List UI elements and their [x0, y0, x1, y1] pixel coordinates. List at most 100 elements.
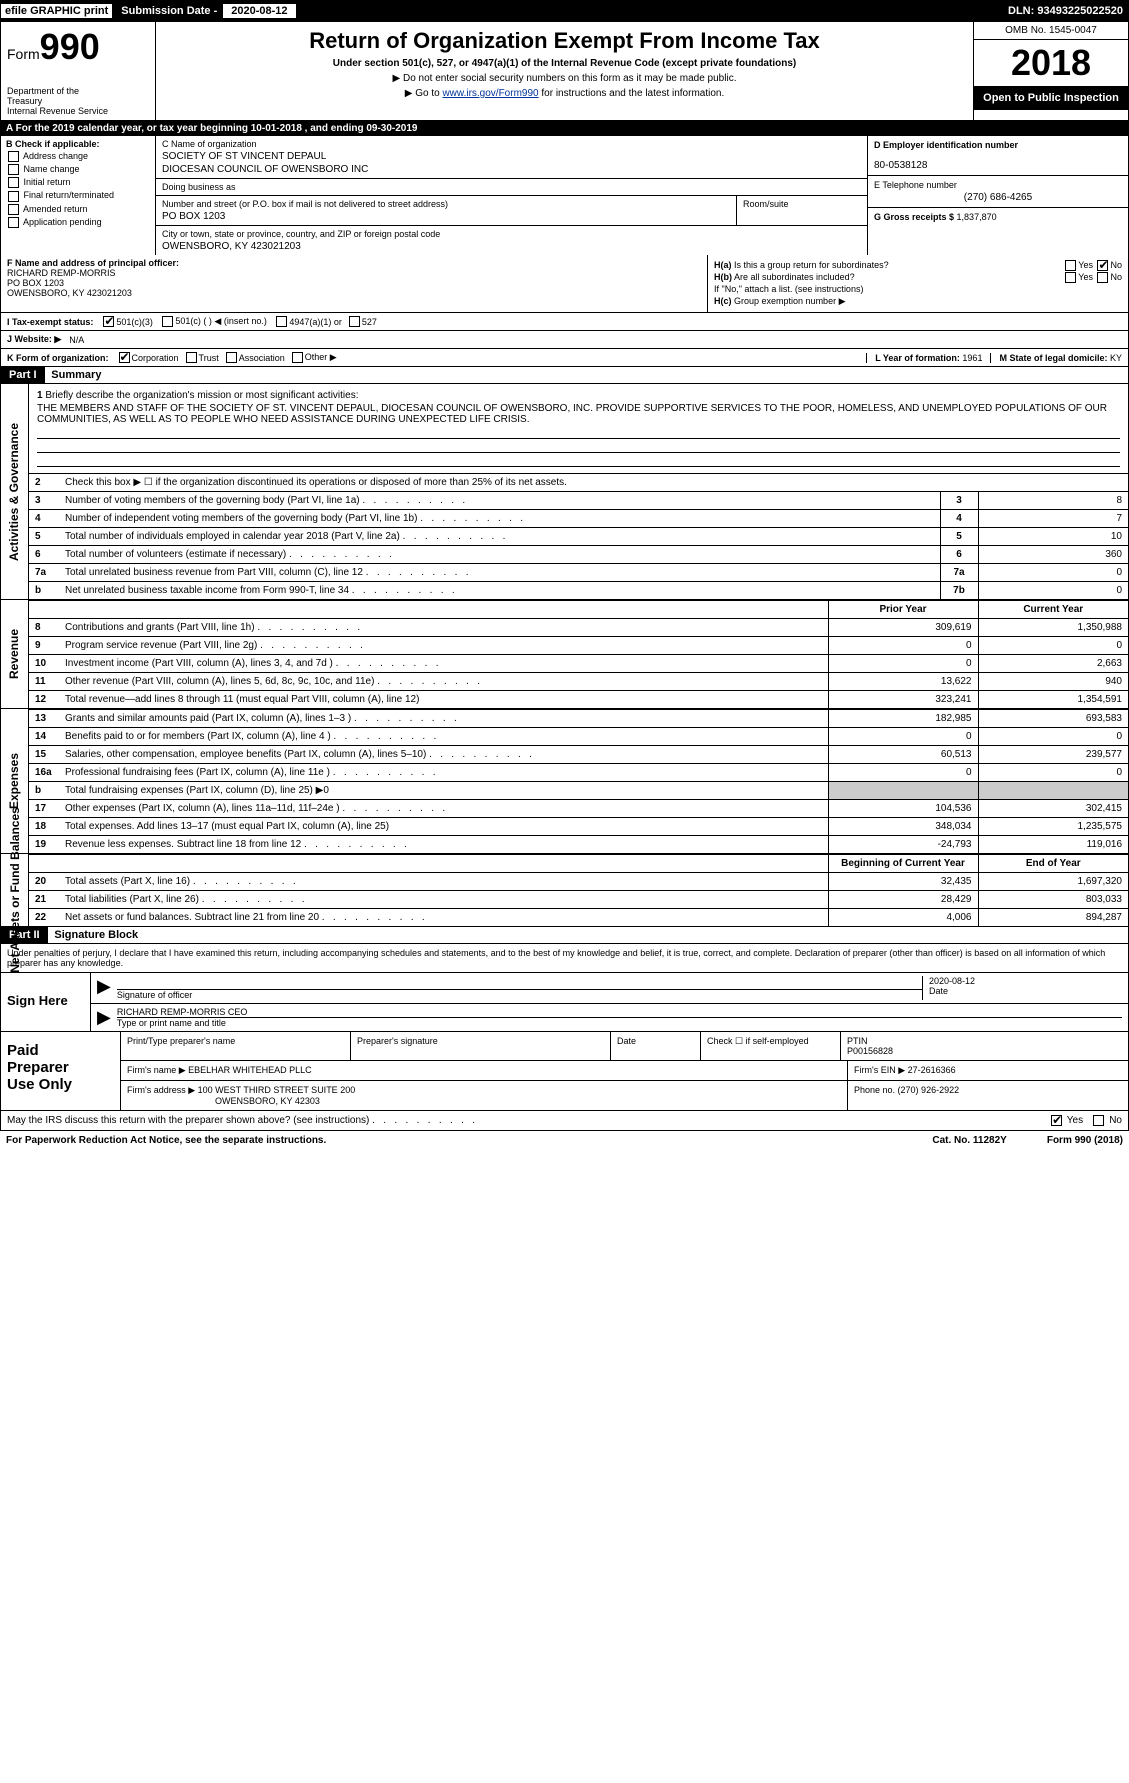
part-1-header: Part I Summary	[0, 367, 1129, 384]
line-17: 17Other expenses (Part IX, column (A), l…	[29, 800, 1128, 818]
line-7b: bNet unrelated business taxable income f…	[29, 582, 1128, 600]
phone-value: (270) 686-4265	[874, 192, 1122, 203]
prep-row-2: Firm's name ▶ EBELHAR WHITEHEAD PLLC Fir…	[121, 1061, 1128, 1081]
discuss-yes[interactable]	[1051, 1115, 1062, 1126]
revenue-table: Prior YearCurrent Year 8Contributions an…	[29, 600, 1128, 708]
col-c: C Name of organization SOCIETY OF ST VIN…	[156, 136, 868, 255]
line-22: 22Net assets or fund balances. Subtract …	[29, 909, 1128, 927]
hb-no[interactable]	[1097, 272, 1108, 283]
irs-link[interactable]: www.irs.gov/Form990	[442, 88, 538, 99]
side-label-activities: Activities & Governance	[1, 384, 29, 599]
line-10: 10Investment income (Part VIII, column (…	[29, 655, 1128, 673]
paid-preparer-block: PaidPreparerUse Only Print/Type preparer…	[0, 1032, 1129, 1111]
line-19: 19Revenue less expenses. Subtract line 1…	[29, 836, 1128, 854]
officer-name-title: RICHARD REMP-MORRIS CEO	[117, 1007, 1122, 1018]
line-5: 5Total number of individuals employed in…	[29, 528, 1128, 546]
department: Department of theTreasuryInternal Revenu…	[7, 86, 149, 116]
col-b-header: B Check if applicable:	[6, 139, 150, 149]
sign-here-label: Sign Here	[1, 973, 91, 1031]
dln: DLN: 93493225022520	[1008, 5, 1129, 17]
org-name-2: DIOCESAN COUNCIL OF OWENSBORO INC	[162, 164, 861, 175]
officer-addr2: OWENSBORO, KY 423021203	[7, 288, 701, 298]
omb-number: OMB No. 1545-0047	[974, 22, 1128, 40]
line-15: 15Salaries, other compensation, employee…	[29, 746, 1128, 764]
ha-no[interactable]	[1097, 260, 1108, 271]
ha-yes[interactable]	[1065, 260, 1076, 271]
sig-date-value: 2020-08-12	[929, 976, 1122, 986]
firm-addr1: 100 WEST THIRD STREET SUITE 200	[198, 1085, 356, 1095]
ptin-value: P00156828	[847, 1046, 893, 1056]
activities-governance: Activities & Governance 1 Briefly descri…	[0, 384, 1129, 600]
col-d: D Employer identification number 80-0538…	[868, 136, 1128, 255]
form-subtitle-1: Under section 501(c), 527, or 4947(a)(1)…	[166, 58, 963, 69]
name-title-label: Type or print name and title	[117, 1018, 1122, 1028]
signature-block: Under penalties of perjury, I declare th…	[0, 944, 1129, 1032]
side-label-revenue: Revenue	[1, 600, 29, 708]
net-assets-section: Net Assets or Fund Balances Beginning of…	[0, 854, 1129, 927]
form-number: Form990	[7, 26, 149, 68]
discuss-no[interactable]	[1093, 1115, 1104, 1126]
revenue-header: Prior YearCurrent Year	[29, 601, 1128, 619]
chk-501c[interactable]	[162, 316, 173, 327]
chk-initial-return[interactable]: Initial return	[6, 177, 150, 188]
revenue-section: Revenue Prior YearCurrent Year 8Contribu…	[0, 600, 1129, 709]
firm-ein: 27-2616366	[908, 1065, 956, 1075]
line-20: 20Total assets (Part X, line 16)32,4351,…	[29, 873, 1128, 891]
discuss-row: May the IRS discuss this return with the…	[0, 1111, 1129, 1131]
signature-declaration: Under penalties of perjury, I declare th…	[1, 944, 1128, 973]
paid-preparer-label: PaidPreparerUse Only	[1, 1032, 121, 1110]
room-label: Room/suite	[737, 196, 867, 225]
line-14: 14Benefits paid to or for members (Part …	[29, 728, 1128, 746]
group-return: H(a) Is this a group return for subordin…	[708, 255, 1128, 312]
blank-line	[37, 427, 1120, 439]
blank-line	[37, 455, 1120, 467]
chk-501c3[interactable]	[103, 316, 114, 327]
officer-name: RICHARD REMP-MORRIS	[7, 268, 701, 278]
chk-final-return[interactable]: Final return/terminated	[6, 190, 150, 201]
header-left: Form990 Department of theTreasuryInterna…	[1, 22, 156, 120]
chk-amended[interactable]: Amended return	[6, 204, 150, 215]
header-mid: Return of Organization Exempt From Incom…	[156, 22, 973, 120]
line-8: 8Contributions and grants (Part VIII, li…	[29, 619, 1128, 637]
gross-label: G Gross receipts $	[874, 212, 957, 222]
tax-year: 2018	[974, 40, 1128, 86]
form-title: Return of Organization Exempt From Incom…	[166, 28, 963, 54]
chk-527[interactable]	[349, 316, 360, 327]
phone-label: E Telephone number	[874, 180, 1122, 190]
form-header: Form990 Department of theTreasuryInterna…	[0, 22, 1129, 121]
year-begin: 10-01-2018	[251, 123, 302, 134]
sig-date-label: Date	[929, 986, 1122, 996]
prep-row-1: Print/Type preparer's name Preparer's si…	[121, 1032, 1128, 1061]
arrow-icon: ▶	[97, 1007, 111, 1028]
ag-table: 2Check this box ▶ ☐ if the organization …	[29, 473, 1128, 599]
hb-yes[interactable]	[1065, 272, 1076, 283]
addr-value: PO BOX 1203	[162, 211, 730, 222]
line-6: 6Total number of volunteers (estimate if…	[29, 546, 1128, 564]
row-j: J Website: ▶ N/A	[0, 331, 1129, 349]
state-domicile: KY	[1110, 353, 1122, 363]
officer-addr1: PO BOX 1203	[7, 278, 701, 288]
principal-officer: F Name and address of principal officer:…	[1, 255, 708, 312]
addr-label: Number and street (or P.O. box if mail i…	[162, 199, 730, 209]
chk-trust[interactable]	[186, 352, 197, 363]
line-7a: 7aTotal unrelated business revenue from …	[29, 564, 1128, 582]
chk-assoc[interactable]	[226, 352, 237, 363]
cat-no: Cat. No. 11282Y	[932, 1135, 1006, 1146]
footer: For Paperwork Reduction Act Notice, see …	[0, 1131, 1129, 1150]
header-right: OMB No. 1545-0047 2018 Open to Public In…	[973, 22, 1128, 120]
chk-name-change[interactable]: Name change	[6, 164, 150, 175]
line-16a: 16aProfessional fundraising fees (Part I…	[29, 764, 1128, 782]
gross-value: 1,837,870	[957, 212, 997, 222]
line-2: 2Check this box ▶ ☐ if the organization …	[29, 474, 1128, 492]
mission-label: Briefly describe the organization's miss…	[45, 390, 358, 401]
website-value: N/A	[69, 335, 84, 345]
top-bar: efile GRAPHIC print Submission Date - 20…	[0, 0, 1129, 22]
chk-corp[interactable]	[119, 352, 130, 363]
info-grid: B Check if applicable: Address change Na…	[0, 136, 1129, 255]
chk-other[interactable]	[292, 352, 303, 363]
chk-pending[interactable]: Application pending	[6, 217, 150, 228]
na-header: Beginning of Current YearEnd of Year	[29, 855, 1128, 873]
chk-address-change[interactable]: Address change	[6, 151, 150, 162]
line-9: 9Program service revenue (Part VIII, lin…	[29, 637, 1128, 655]
chk-4947[interactable]	[276, 316, 287, 327]
